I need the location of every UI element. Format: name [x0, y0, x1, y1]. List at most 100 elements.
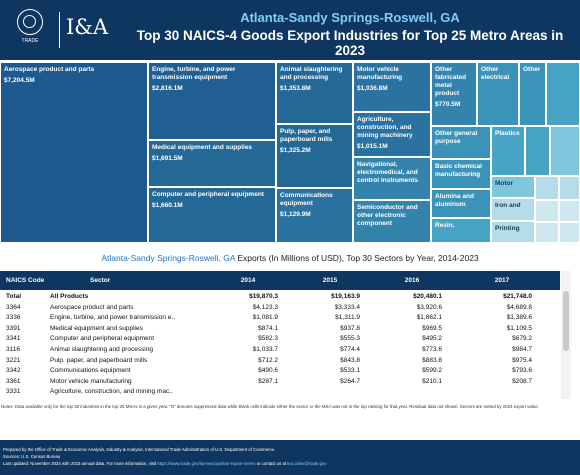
table-row[interactable]: 3361 Motor vehicle manufacturing $287.1 $26…	[0, 378, 560, 389]
treemap-cell[interactable]: Navigational, electromedical, and contro…	[353, 157, 431, 200]
table-row[interactable]: 3221 Pulp, paper, and paperboard mills $71…	[0, 357, 560, 368]
table-row[interactable]: 3342 Communications equipment $490.6 $533.1…	[0, 367, 560, 378]
cell-label: Computer and peripheral equipment	[152, 191, 264, 198]
treemap-cell[interactable]: Motor vehicle manufacturing $1,036.8M	[353, 62, 431, 112]
treemap-cell[interactable]: Agriculture, construction, and mining ma…	[353, 112, 431, 157]
treemap-cell[interactable]: Motor	[491, 176, 535, 198]
cell-label: Plastics	[495, 130, 520, 137]
table-row[interactable]: 3336 Engine, turbine, and power transmiss…	[0, 314, 560, 325]
treemap-cell[interactable]: Other	[519, 62, 546, 126]
treemap-cell[interactable]: Iron and	[491, 198, 535, 221]
cell-label: Basic chemical manufacturing	[435, 163, 482, 178]
footer-link[interactable]: https://www.trade.gov/ita-metropolitan-e…	[157, 461, 256, 466]
treemap-cell[interactable]	[535, 176, 559, 200]
table-row[interactable]: 3364 Aerospace product and parts $4,123.3 $…	[0, 304, 560, 315]
page-title: Atlanta-Sandy Springs-Roswell, GA	[240, 10, 460, 25]
cell-2015: $555.3	[340, 335, 360, 343]
cell-2017: $793.6	[512, 367, 532, 375]
cell-label: Resin,	[435, 222, 455, 229]
treemap-cell[interactable]: Plastics	[491, 126, 525, 176]
treemap-cell[interactable]: Resin,	[431, 218, 491, 243]
treemap-cell[interactable]	[550, 126, 580, 176]
cell-2015: $3,333.4	[334, 303, 360, 311]
header-2017[interactable]: 2017	[494, 277, 510, 284]
treemap-cell[interactable]: Semiconductor and other electronic compo…	[353, 200, 431, 243]
cell-2014: $490.6	[258, 367, 278, 375]
treemap-cell[interactable]: Medical equipment and supplies $1,691.5M	[148, 140, 276, 187]
cell-2016: $773.6	[422, 346, 442, 353]
cell-label: Other general purpose	[435, 130, 478, 145]
treemap-cell[interactable]: Aerospace product and parts $7,204.5M	[0, 62, 148, 243]
table-row[interactable]: 3341 Computer and peripheral equipment $58…	[0, 335, 560, 346]
treemap-cell[interactable]	[559, 200, 580, 222]
cell-naics-code: Total	[6, 293, 22, 300]
export-treemap: Aerospace product and parts $7,204.5M En…	[0, 62, 580, 243]
treemap-cell[interactable]: Alumina and aluminum	[431, 189, 491, 218]
cell-2014: $4,123.3	[252, 303, 278, 311]
treemap-cell[interactable]: Other electrical	[477, 62, 519, 126]
treemap-cell[interactable]	[559, 176, 580, 200]
treemap-cell[interactable]	[535, 200, 559, 222]
treemap-cell[interactable]: Computer and peripheral equipment $1,660…	[148, 187, 276, 243]
cell-label: Animal slaughtering and processing	[280, 66, 343, 81]
header-2014[interactable]: 2014	[240, 277, 256, 284]
table-row[interactable]: 3391 Medical equipment and supplies $874.1…	[0, 325, 560, 336]
cell-label: Other electrical	[481, 66, 510, 81]
table-title: Atlanta-Sandy Springs-Roswell, GA Export…	[0, 253, 580, 263]
cell-2014: $19,870.3	[249, 293, 278, 300]
cell-2017: $679.2	[512, 335, 532, 343]
header-naics-code[interactable]: NAICS Code	[6, 277, 45, 284]
cell-naics-code: 3116	[6, 346, 20, 353]
table-row[interactable]: 3116 Animal slaughtering and processing $1…	[0, 346, 560, 357]
table-row[interactable]: Total All Products $19,870.3 $19,163.9 $20,4…	[0, 293, 560, 304]
treemap-cell[interactable]: Basic chemical manufacturing	[431, 159, 491, 189]
brand-name: I&A	[66, 15, 109, 39]
treemap-cell[interactable]	[546, 62, 580, 126]
treemap-cell[interactable]	[525, 126, 550, 176]
cell-value: $1,660.1M	[152, 202, 183, 209]
header-sector[interactable]: Sector	[90, 277, 111, 284]
treemap-cell[interactable]	[535, 222, 559, 243]
treemap-cell[interactable]: Animal slaughtering and processing $1,35…	[276, 62, 353, 124]
table-row[interactable]: 3331 Agriculture, construction, and minin…	[0, 388, 560, 399]
cell-sector: Medical equipment and supplies	[50, 324, 143, 332]
footer-email[interactable]: tea.cities@trade.gov	[287, 461, 327, 466]
treemap-cell[interactable]: Engine, turbine, and power transmission …	[148, 62, 276, 140]
table-title-city: Atlanta-Sandy Springs-Roswell, GA	[101, 253, 236, 263]
cell-label: Aerospace product and parts	[4, 66, 95, 73]
cell-2015: $1,311.9	[335, 314, 360, 322]
page-subtitle: Top 30 NAICS-4 Goods Export Industries f…	[136, 28, 564, 58]
cell-2016: $210.1	[422, 377, 442, 385]
cell-2015: $774.4	[340, 346, 360, 353]
cell-value: $1,015.1M	[357, 143, 388, 150]
cell-2017: $4,689.8	[506, 303, 532, 311]
cell-naics-code: 3331	[6, 388, 21, 396]
commerce-seal-icon	[17, 9, 43, 35]
cell-sector: Pulp, paper, and paperboard mills	[50, 356, 148, 364]
cell-value: $1,691.5M	[152, 155, 183, 162]
cell-label: Engine, turbine, and power transmission …	[152, 66, 236, 81]
table-scroll-thumb[interactable]	[563, 291, 569, 351]
treemap-cell[interactable]	[559, 222, 580, 243]
cell-label: Pulp, paper, and paperboard mills	[280, 128, 333, 143]
footer-updated-text: Last updated: November 2024 with 2023 an…	[3, 461, 158, 466]
treemap-cell[interactable]: Printing	[491, 221, 535, 243]
footer-mid-text: or contact us at	[255, 461, 288, 466]
ita-logo: TRADE	[4, 6, 56, 54]
cell-value: $1,129.9M	[280, 211, 311, 218]
treemap-cell[interactable]: Other general purpose	[431, 126, 491, 159]
header-2015[interactable]: 2015	[322, 277, 338, 284]
footer-credit: Prepared by the Office of Trade & Econom…	[3, 447, 276, 452]
cell-2016: $495.2	[422, 335, 442, 343]
cell-2016: $20,480.1	[413, 293, 442, 300]
cell-label: Iron and	[495, 202, 521, 209]
header-2016[interactable]: 2016	[404, 277, 420, 284]
footer-sources: Sources: U.S. Census Bureau	[3, 454, 61, 459]
treemap-cell[interactable]: Communications equipment $1,129.9M	[276, 188, 353, 243]
cell-2015: $533.1	[340, 367, 360, 375]
cell-2014: $1,081.9	[252, 314, 278, 322]
cell-label: Other fabricated metal product	[435, 66, 467, 97]
cell-2017: $208.7	[512, 377, 532, 385]
treemap-cell[interactable]: Pulp, paper, and paperboard mills $1,325…	[276, 124, 353, 188]
treemap-cell[interactable]: Other fabricated metal product $770.5M	[431, 62, 477, 126]
